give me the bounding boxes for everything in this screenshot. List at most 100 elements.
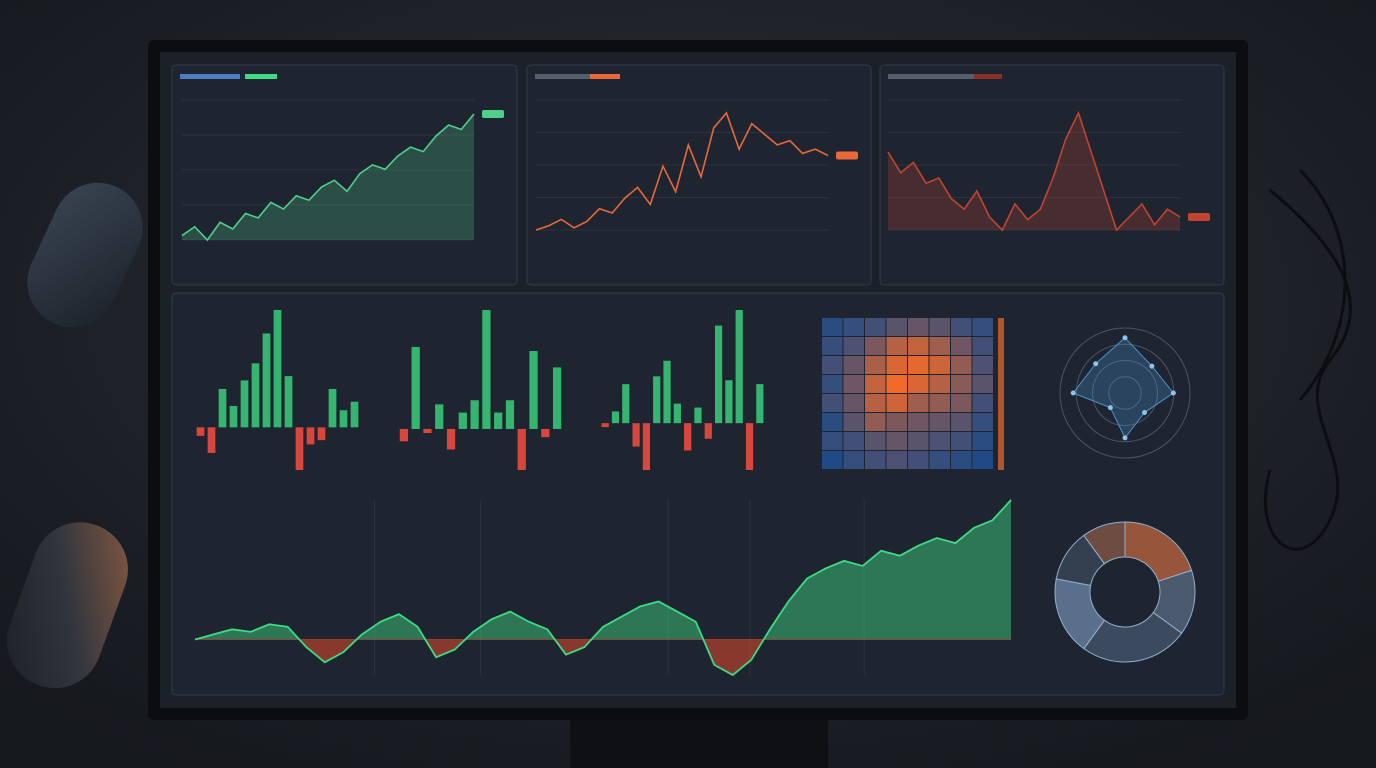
heat-cell	[972, 394, 993, 412]
bar	[339, 410, 348, 428]
heat-cell	[865, 451, 886, 469]
bar	[632, 423, 640, 447]
color-scale	[998, 318, 1004, 470]
bar	[622, 384, 630, 424]
heat-cell	[843, 451, 864, 469]
radar-point	[1093, 361, 1099, 367]
heat-cell	[951, 337, 972, 355]
heat-cell	[865, 356, 886, 374]
heat-cell	[886, 318, 907, 336]
heat-cell	[972, 375, 993, 393]
heat-cell	[822, 375, 843, 393]
bar	[470, 400, 479, 429]
panel	[879, 64, 1225, 286]
bar	[251, 363, 260, 428]
heat-cell	[951, 375, 972, 393]
heat-cell	[843, 413, 864, 431]
heat-cell	[929, 318, 950, 336]
heat-cell	[929, 413, 950, 431]
area	[888, 113, 1180, 230]
heat-cell	[972, 432, 993, 450]
mouse	[7, 522, 128, 689]
header-bar	[888, 74, 974, 79]
bar	[725, 380, 733, 424]
bar	[295, 427, 304, 470]
radar-ring	[1092, 360, 1158, 426]
heat-cell	[843, 318, 864, 336]
heat-cell	[886, 413, 907, 431]
header-bar	[590, 74, 620, 79]
heat-cell	[843, 375, 864, 393]
bar	[262, 333, 271, 428]
bar	[529, 351, 538, 429]
bar	[505, 400, 515, 429]
area	[182, 114, 474, 240]
header-bar	[974, 74, 1002, 79]
charts	[181, 99, 1210, 677]
heat-cell	[908, 356, 929, 374]
line	[887, 110, 1181, 232]
bar	[494, 412, 503, 429]
price-tag	[482, 110, 504, 118]
bar	[423, 428, 432, 434]
panel-header	[180, 74, 1002, 79]
heat-cell	[886, 394, 907, 412]
heat-cell	[886, 375, 907, 393]
radar-ring	[1108, 376, 1142, 410]
heat-cell	[951, 318, 972, 336]
bar	[653, 376, 661, 424]
bar	[240, 380, 249, 428]
bar	[317, 427, 326, 441]
heat-cell	[972, 337, 993, 355]
heat-cell	[886, 356, 907, 374]
bar	[735, 310, 743, 424]
heat-cell	[865, 413, 886, 431]
heat-cell	[908, 337, 929, 355]
heat-cell	[908, 394, 929, 412]
heat-cell	[822, 318, 843, 336]
heat-cell	[886, 337, 907, 355]
heat-cell	[929, 337, 950, 355]
heat-cell	[843, 394, 864, 412]
heat-cell	[865, 375, 886, 393]
heat-cell	[929, 356, 950, 374]
monitor-stand	[570, 715, 828, 768]
heat-cell	[865, 394, 886, 412]
heat-cell	[865, 432, 886, 450]
heat-cell	[865, 318, 886, 336]
heat-cell	[908, 318, 929, 336]
heat-cell	[843, 432, 864, 450]
line	[181, 113, 475, 242]
bar	[411, 346, 420, 429]
bar	[714, 325, 723, 424]
heat-cell	[972, 413, 993, 431]
bar	[446, 428, 456, 450]
price-tag	[1188, 213, 1210, 221]
bar	[229, 406, 238, 428]
bar	[328, 388, 337, 428]
heat-cell	[929, 451, 950, 469]
bar	[350, 401, 359, 428]
heat-cell	[822, 451, 843, 469]
bar	[399, 428, 409, 442]
donut-segment	[1083, 521, 1126, 565]
line	[194, 499, 1012, 677]
bar	[284, 376, 293, 428]
bar	[218, 388, 227, 428]
bar	[517, 428, 526, 470]
radar-ring	[1059, 327, 1191, 459]
heat-cell	[951, 451, 972, 469]
bar	[601, 423, 609, 428]
bar	[552, 367, 562, 429]
radar-point	[1107, 405, 1113, 411]
bar	[642, 423, 651, 470]
panel	[171, 292, 1225, 696]
panel	[171, 64, 518, 286]
radar-point	[1170, 390, 1176, 396]
heat-cell	[843, 356, 864, 374]
price-tag	[836, 151, 858, 160]
bar	[541, 428, 550, 438]
heat-cell	[908, 451, 929, 469]
heat-cell	[972, 356, 993, 374]
bar	[458, 412, 467, 429]
